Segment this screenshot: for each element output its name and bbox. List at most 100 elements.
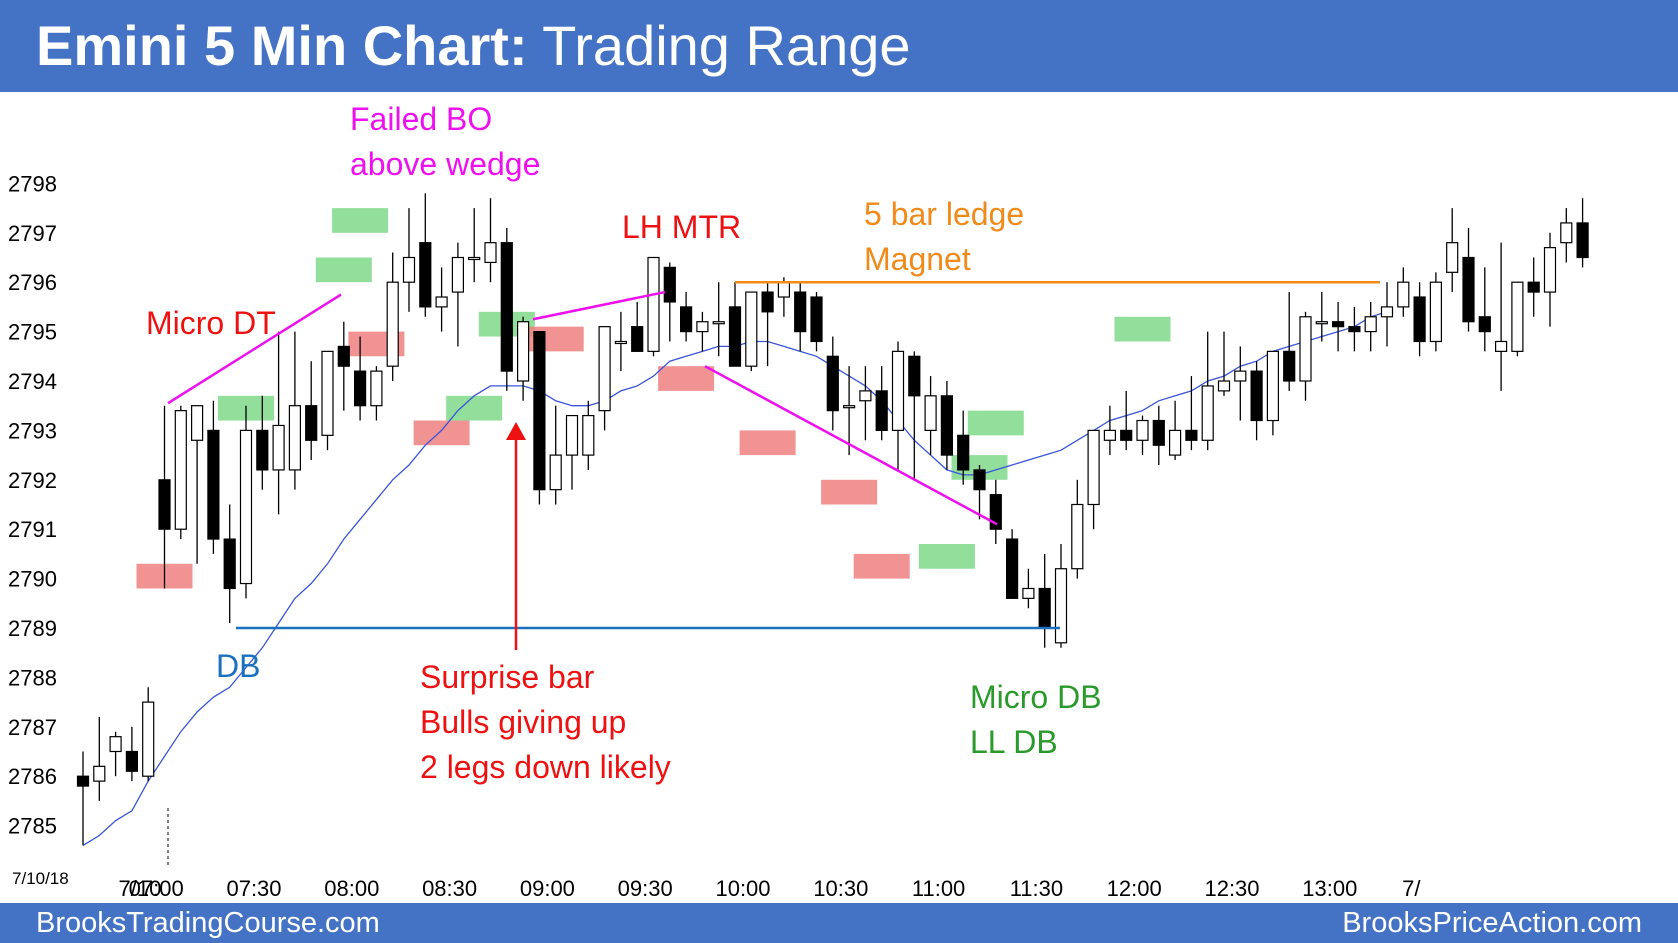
bear-candle [223, 538, 236, 590]
footer-banner: BrooksTradingCourse.com BrooksPriceActio… [0, 903, 1678, 943]
x-tick-label: 09:00 [520, 876, 575, 901]
bull-candle [777, 281, 791, 298]
bull-candle [288, 405, 301, 471]
bear-candle [957, 434, 970, 471]
bear-candle [908, 355, 921, 397]
bull-candle [582, 414, 595, 456]
bear-candle [1038, 587, 1051, 629]
annotation-text: LL DB [970, 724, 1058, 760]
bull-candle [1054, 568, 1068, 644]
bear-candle [826, 355, 839, 412]
bear-candle [1152, 419, 1165, 446]
bear-candle [500, 242, 513, 372]
y-tick-label: 2785 [8, 814, 57, 839]
x-tick-label: 09:30 [618, 876, 673, 901]
bear-candle [76, 775, 90, 787]
bull-candle [598, 326, 611, 412]
x-tick-label: 07:30 [226, 876, 281, 901]
bull-candle [1022, 587, 1035, 599]
bear-candle [761, 291, 774, 313]
bull-candle [891, 350, 905, 431]
bear-candle [1478, 316, 1491, 333]
wedge-down-trendline [704, 365, 998, 526]
bull-candle [696, 321, 709, 333]
chart-title: Emini 5 Min Chart: Trading Range [36, 14, 911, 77]
x-tick-label: 08:30 [422, 876, 477, 901]
bear-candle [973, 469, 986, 491]
bear-candle [728, 306, 742, 367]
bear-candle [256, 429, 269, 471]
bull-candle [1103, 429, 1117, 441]
y-tick-label: 2797 [8, 221, 57, 246]
bull-candle [239, 429, 253, 585]
annotation-text: Failed BO [350, 101, 492, 137]
x-tick-label: 10:30 [813, 876, 868, 901]
x-tick-label: 7/10 [118, 876, 161, 901]
bear-candle [1576, 222, 1589, 259]
bear-candle [125, 750, 139, 772]
y-tick-label: 2796 [8, 270, 57, 295]
y-tick-label: 2798 [8, 171, 57, 196]
bear-candle [533, 331, 546, 491]
bear-candle [1120, 429, 1133, 441]
annotation-text: above wedge [350, 146, 540, 182]
y-tick-label: 2794 [8, 369, 57, 394]
bear-candle [1348, 326, 1361, 333]
bull-candle [842, 405, 856, 409]
bear-candle [354, 370, 367, 407]
footer-left-site: BrooksTradingCourse.com [36, 907, 380, 939]
bear-candle [158, 479, 171, 530]
bull-candle [451, 256, 464, 293]
bull-candle [109, 736, 122, 753]
bull-candle [484, 242, 497, 264]
bull-candle [142, 701, 155, 777]
bull-candle [174, 410, 187, 530]
title-banner: Emini 5 Min Chart: Trading Range [0, 0, 1678, 92]
bull-candle [191, 405, 204, 441]
x-tick-label: 7/ [1402, 876, 1421, 901]
bull-candle [565, 414, 579, 456]
annotation-text: Surprise bar [420, 659, 595, 695]
bull-candle [1217, 380, 1231, 392]
bear-candle [679, 306, 693, 333]
bear-signal-box [853, 553, 910, 579]
bear-candle [1005, 538, 1019, 599]
bull-candle [745, 291, 758, 367]
bull-candle [1234, 370, 1247, 382]
x-tick-label: 07:00 [129, 876, 184, 901]
y-tick-label: 2791 [8, 517, 57, 542]
footer-right-site: BrooksPriceAction.com [1342, 907, 1642, 939]
annotation-text: 5 bar ledge [864, 196, 1024, 232]
x-tick-label: 13:00 [1302, 876, 1357, 901]
bull-signal-box [332, 208, 389, 233]
annotation-text: Micro DB [970, 679, 1102, 715]
y-tick-label: 2787 [8, 715, 57, 740]
bull-candle [1543, 247, 1557, 293]
x-tick-label: 12:00 [1107, 876, 1162, 901]
bull-candle [1446, 242, 1459, 273]
bull-candle [516, 321, 530, 382]
bear-signal-box [739, 430, 796, 456]
date-label: 7/10/18 [12, 869, 69, 888]
bear-candle [1413, 296, 1426, 343]
bull-candle [402, 256, 416, 283]
x-tick-label: 12:30 [1204, 876, 1259, 901]
bull-candle [859, 390, 872, 402]
bull-candle [1511, 281, 1524, 352]
bear-candle [1331, 321, 1345, 328]
annotation-text: Bulls giving up [420, 704, 626, 740]
bull-candle [1429, 281, 1443, 343]
bear-candle [1527, 281, 1540, 293]
bear-candle [337, 345, 350, 367]
lh-mtr-trendline [532, 290, 666, 321]
bull-candle [1380, 306, 1394, 318]
bull-signal-box [446, 395, 503, 421]
bull-candle [614, 340, 628, 345]
annotation-text: Micro DT [146, 305, 276, 341]
x-tick-label: 11:30 [1010, 876, 1063, 901]
bull-candle [272, 424, 285, 471]
bear-candle [1250, 370, 1263, 422]
bull-candle [712, 321, 725, 325]
bear-candle [989, 494, 1002, 530]
bear-signal-box [821, 479, 878, 505]
